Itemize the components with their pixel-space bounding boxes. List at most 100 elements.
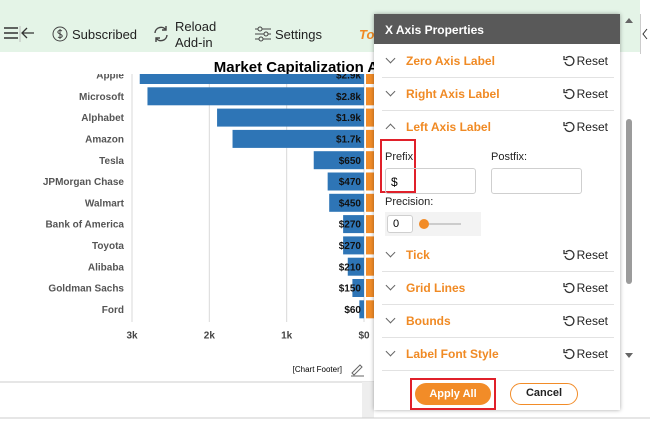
prefix-value[interactable]: $: [391, 175, 398, 189]
bar: [359, 300, 364, 319]
chart-footer: [Chart Footer]: [293, 365, 342, 374]
value-label: $150: [339, 284, 362, 295]
section-title[interactable]: Bounds: [406, 314, 451, 328]
hidden-series-bar: [366, 151, 374, 170]
section-header[interactable]: Right Axis Label Reset: [382, 77, 614, 111]
precision-input[interactable]: 0: [387, 215, 413, 233]
hidden-series-bar: [366, 257, 374, 276]
reset-button[interactable]: Reset: [562, 314, 608, 328]
category-label: Alphabet: [81, 113, 124, 124]
reset-button[interactable]: Reset: [562, 54, 608, 68]
reset-button[interactable]: Reset: [562, 120, 608, 134]
section-title[interactable]: Zero Axis Label: [406, 54, 495, 68]
subscribed-button[interactable]: Subscribed: [72, 27, 138, 42]
prefix-label: Prefix:: [385, 151, 417, 163]
reset-label[interactable]: Reset: [576, 281, 608, 295]
section-title[interactable]: Grid Lines: [406, 281, 466, 295]
reset-label[interactable]: Reset: [576, 347, 608, 361]
section-header[interactable]: Bounds Reset: [382, 304, 614, 338]
reset-icon: [562, 282, 575, 294]
reload-icon: [154, 26, 168, 42]
x-tick-label: 2k: [204, 331, 216, 342]
bar: [343, 236, 364, 255]
value-label: $270: [339, 241, 362, 252]
edit-icon[interactable]: [351, 364, 364, 377]
reset-label[interactable]: Reset: [576, 87, 608, 101]
category-label: Microsoft: [79, 92, 125, 103]
reset-button[interactable]: Reset: [562, 281, 608, 295]
reset-button[interactable]: Reset: [562, 347, 608, 361]
scrollbar[interactable]: [622, 14, 636, 364]
reset-icon: [562, 55, 575, 67]
nav-icons: [4, 26, 34, 42]
hidden-series-bar: [366, 74, 374, 84]
settings-button[interactable]: Settings: [275, 27, 322, 42]
section-title[interactable]: Left Axis Label: [406, 120, 491, 134]
prefix-input[interactable]: $: [385, 168, 476, 194]
section-header[interactable]: Left Axis Label Reset: [382, 110, 614, 143]
reset-button[interactable]: Reset: [562, 248, 608, 262]
reset-icon: [562, 88, 575, 100]
section-title[interactable]: Label Font Style: [406, 347, 499, 361]
value-label: $2.8k: [336, 92, 361, 103]
reset-label[interactable]: Reset: [576, 54, 608, 68]
section-header[interactable]: Tick Reset: [382, 238, 614, 272]
category-label: Walmart: [85, 198, 125, 209]
x-tick-label: 3k: [126, 331, 138, 342]
category-label: Goldman Sachs: [48, 284, 124, 295]
bar: [329, 193, 364, 212]
chevron: [385, 280, 396, 291]
side-tab[interactable]: [640, 14, 650, 54]
reload-button[interactable]: Reload Add-in: [175, 19, 217, 50]
properties-panel: X Axis Properties Zero Axis Label Reset Ri…: [374, 14, 620, 410]
section-title[interactable]: Tick: [406, 248, 430, 262]
reset-label[interactable]: Reset: [576, 314, 608, 328]
chevron: [385, 53, 396, 64]
reset-icon: [562, 249, 575, 261]
precision-slider[interactable]: [419, 219, 461, 229]
value-label: $450: [339, 198, 362, 209]
bar: [217, 108, 364, 127]
hidden-series-bar: [366, 172, 374, 191]
category-label: Toyota: [92, 241, 124, 252]
apply-button[interactable]: Apply All: [415, 383, 491, 405]
toolbar-cut-item[interactable]: To: [359, 27, 375, 42]
axis: 3k 2k 1k $0: [126, 331, 370, 342]
reset-icon: [562, 121, 575, 133]
value-label: $60: [344, 305, 361, 316]
value-label: $470: [339, 177, 362, 188]
bottom-gray: [362, 382, 374, 418]
value-label: $2.9k: [336, 71, 361, 82]
category-label: Ford: [102, 305, 124, 316]
hidden-series-bar: [366, 236, 374, 255]
hidden-series-bar: [366, 215, 374, 234]
subscribed-icon: [52, 26, 68, 42]
category-label: Alibaba: [88, 262, 125, 273]
reset-label[interactable]: Reset: [576, 248, 608, 262]
hidden-series-bar: [366, 279, 374, 297]
category-label: JPMorgan Chase: [43, 177, 125, 188]
cancel-button[interactable]: Cancel: [510, 383, 578, 405]
chevron: [385, 247, 396, 258]
section-header[interactable]: Label Font Style Reset: [382, 337, 614, 371]
x-tick-label: $0: [358, 331, 370, 342]
bar: [232, 129, 364, 148]
chevron: [385, 313, 396, 324]
section-header[interactable]: Zero Axis Label Reset: [382, 44, 614, 78]
reset-label[interactable]: Reset: [576, 120, 608, 134]
value-label: $270: [339, 220, 362, 231]
postfix-input[interactable]: [491, 168, 582, 194]
section-header[interactable]: Grid Lines Reset: [382, 271, 614, 305]
category-label: Bank of America: [45, 220, 124, 231]
reset-button[interactable]: Reset: [562, 87, 608, 101]
value-label: $650: [339, 156, 362, 167]
panel-title: X Axis Properties: [374, 14, 620, 44]
plot: $2.9k Apple $2.8k Microsoft $1.9k Alphabet $1.…: [43, 71, 374, 322]
settings-icon: [255, 26, 271, 42]
x-tick-label: 1k: [281, 331, 293, 342]
slider-thumb[interactable]: [419, 219, 429, 229]
bar: [139, 74, 364, 84]
postfix-label: Postfix:: [491, 151, 528, 163]
section-title[interactable]: Right Axis Label: [406, 87, 500, 101]
